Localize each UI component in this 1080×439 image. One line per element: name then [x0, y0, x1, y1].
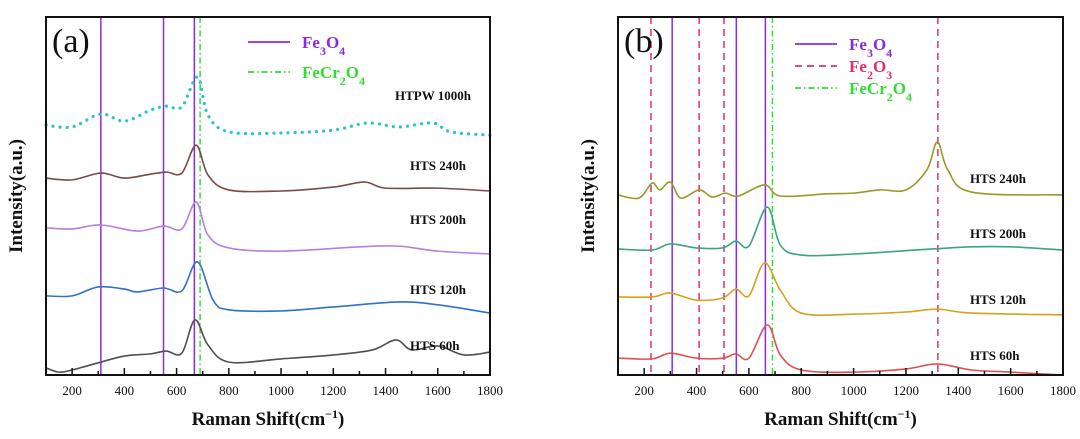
x-tick-label: 200: [62, 383, 82, 398]
series-line-hts-120h: [45, 261, 491, 314]
x-tick-label: 600: [167, 383, 187, 398]
series-label: HTS 240h: [410, 158, 467, 173]
series-label: HTS 200h: [410, 212, 467, 227]
x-tick-label: 600: [739, 383, 759, 398]
x-tick-label: 800: [219, 383, 239, 398]
y-axis-title: Intensity(a.u.): [578, 139, 599, 253]
series-label: HTS 120h: [410, 282, 467, 297]
series-line-hts-120h: [617, 262, 1064, 317]
legend-label-fecr2o4: FeCr2O4: [849, 79, 912, 104]
series-label: HTS 60h: [410, 338, 460, 353]
x-tick-label: 1400: [945, 383, 971, 398]
legend-label-fe3o4: Fe3O4: [849, 35, 892, 60]
series-label: HTS 60h: [970, 348, 1020, 363]
x-tick-label: 1800: [477, 383, 503, 398]
x-tick-label: 1600: [425, 383, 451, 398]
series-line-hts-200h: [617, 206, 1064, 257]
legend-label-fecr2o4: FeCr2O4: [302, 63, 365, 88]
x-tick-label: 400: [687, 383, 707, 398]
series-label: HTS 240h: [970, 171, 1027, 186]
x-tick-label: 1800: [1050, 383, 1076, 398]
x-tick-label: 200: [634, 383, 654, 398]
series-line-hts-60h: [617, 324, 1064, 376]
series-line-hts-240h: [45, 144, 491, 193]
x-tick-label: 800: [791, 383, 811, 398]
panel-label: (a): [52, 23, 90, 60]
series-line-hts-200h: [45, 201, 491, 255]
x-tick-label: 1200: [320, 383, 346, 398]
x-tick-label: 400: [115, 383, 135, 398]
x-tick-label: 1200: [893, 383, 919, 398]
series-line-htpw-1000h: [44, 75, 492, 137]
series-line-hts-60h: [45, 319, 491, 374]
legend-label-fe2o3: Fe2O3: [849, 57, 892, 82]
series-label: HTS 120h: [970, 292, 1027, 307]
x-axis-title: Raman Shift(cm−1): [764, 407, 917, 430]
panel-label: (b): [624, 23, 664, 60]
panel-a: Fe3O4 FeCr2O4 HTPW 1000h HTS 240h HTS 200h HT…: [6, 16, 503, 430]
x-axis-title: Raman Shift(cm−1): [192, 407, 345, 430]
plot-frame: [617, 16, 1064, 376]
series-label: HTPW 1000h: [395, 88, 472, 103]
series-line-hts-240h: [617, 141, 1064, 200]
x-tick-label: 1000: [841, 383, 867, 398]
legend-label-fe3o4: Fe3O4: [302, 33, 345, 58]
plot-frame: [45, 16, 491, 376]
x-tick-label: 1600: [998, 383, 1024, 398]
series-label: HTS 200h: [970, 226, 1027, 241]
x-tick-label: 1000: [268, 383, 294, 398]
x-tick-label: 1400: [373, 383, 399, 398]
y-axis-title: Intensity(a.u.): [6, 139, 27, 253]
